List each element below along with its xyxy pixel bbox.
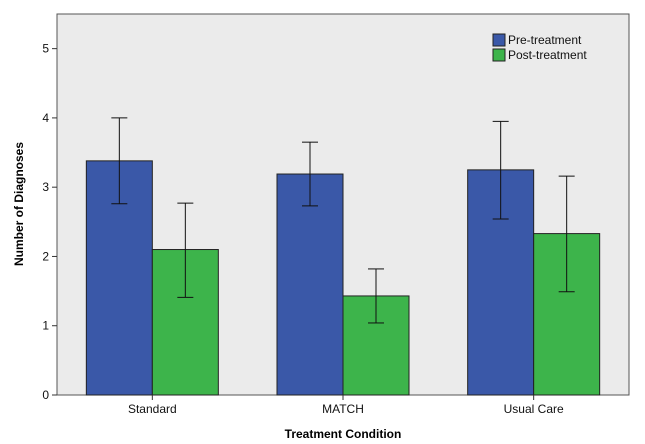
legend-label: Post-treatment	[508, 48, 587, 62]
x-tick-label: Standard	[128, 402, 177, 416]
y-axis-title: Number of Diagnoses	[12, 142, 26, 266]
error-bars	[111, 117, 575, 324]
x-tick-label: MATCH	[322, 402, 364, 416]
y-tick-label: 4	[42, 111, 49, 125]
x-axis: Standard MATCH Usual Care	[128, 395, 564, 416]
y-tick-label: 0	[42, 388, 49, 402]
y-axis: 0 1 2 3 4 5	[42, 42, 57, 402]
y-tick-label: 2	[42, 249, 49, 263]
x-axis-title: Treatment Condition	[285, 427, 402, 441]
x-tick-label: Usual Care	[504, 402, 564, 416]
legend-swatch	[492, 48, 506, 62]
legend-label: Pre-treatment	[508, 33, 582, 47]
y-tick-label: 1	[42, 319, 49, 333]
legend-swatch	[492, 33, 506, 47]
y-tick-label: 5	[42, 42, 49, 56]
bar	[276, 173, 344, 396]
y-tick-label: 3	[42, 180, 49, 194]
